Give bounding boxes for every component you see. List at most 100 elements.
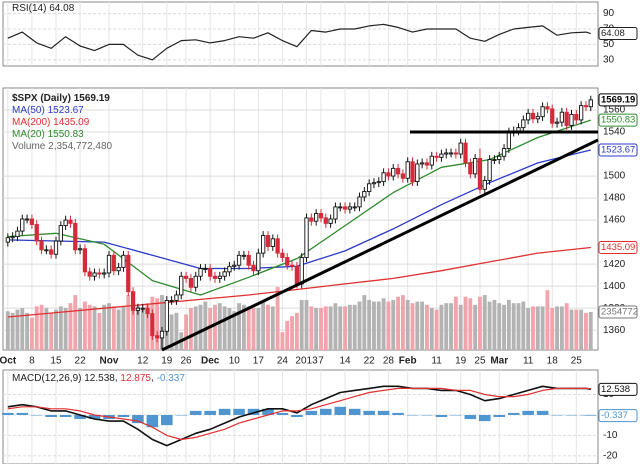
candle-body bbox=[309, 217, 314, 222]
candle-body bbox=[497, 155, 502, 161]
volume-bar bbox=[588, 311, 593, 350]
histogram-bar bbox=[262, 408, 274, 415]
candle-body bbox=[362, 191, 367, 198]
volume-bar bbox=[213, 304, 217, 350]
candle-body bbox=[583, 105, 589, 108]
volume-bar bbox=[574, 309, 579, 350]
volume-bar bbox=[531, 306, 535, 350]
legend-name: MA(20) bbox=[12, 129, 45, 140]
histogram-bar bbox=[189, 410, 202, 415]
candle-body bbox=[473, 158, 478, 175]
candle-body bbox=[135, 307, 141, 311]
volume-bar bbox=[343, 306, 347, 350]
volume-bar bbox=[217, 303, 222, 350]
histogram-bar bbox=[320, 408, 332, 415]
volume-bar bbox=[227, 308, 232, 350]
volume-bar bbox=[49, 312, 54, 350]
volume-bar bbox=[555, 306, 559, 350]
candle-body bbox=[318, 213, 324, 219]
volume-bar bbox=[458, 304, 463, 350]
histogram-bar bbox=[584, 414, 597, 416]
tags: 64.08 1523.67 1435.09 1550.83 2354772 1569.19… bbox=[598, 27, 638, 423]
histogram-bar bbox=[74, 414, 86, 420]
volume-bar bbox=[10, 312, 15, 350]
volume-bar bbox=[309, 306, 314, 350]
candle-body bbox=[516, 127, 521, 132]
volume-bar bbox=[319, 308, 323, 350]
volume-bar bbox=[506, 299, 511, 350]
volume-bar bbox=[29, 317, 34, 350]
candle-body bbox=[53, 240, 59, 255]
value-tag: -0.337 bbox=[601, 410, 628, 421]
volume-bar bbox=[73, 295, 78, 350]
candle-body bbox=[198, 268, 203, 277]
histogram-bar bbox=[363, 410, 375, 415]
volume-bar bbox=[429, 308, 434, 350]
candle-body bbox=[439, 153, 444, 158]
legend-value: 12.538 bbox=[84, 373, 115, 384]
candle-body bbox=[212, 275, 218, 279]
candle-body bbox=[63, 219, 68, 227]
legend-value: 12.875 bbox=[120, 373, 151, 384]
volume-bar bbox=[107, 303, 111, 350]
y-tick-label: 1460 bbox=[603, 215, 626, 226]
candle-body bbox=[386, 172, 391, 177]
candle-body bbox=[251, 264, 256, 272]
ma50-legend: MA(50) 1523.67 bbox=[12, 105, 84, 116]
chart-body: 9070503013601380140014201460148015001540… bbox=[0, 1, 626, 464]
candle-body bbox=[352, 206, 357, 209]
macd-line bbox=[7, 385, 591, 447]
ma20-legend: MA(20) 1550.83 bbox=[12, 129, 84, 140]
candle-body bbox=[174, 294, 179, 301]
volume-bar bbox=[420, 301, 425, 350]
candle-body bbox=[265, 235, 271, 247]
candle-body bbox=[179, 275, 184, 296]
candle-body bbox=[169, 300, 174, 302]
candle-body bbox=[323, 217, 328, 224]
histogram-bar bbox=[377, 410, 390, 415]
candle-body bbox=[203, 268, 208, 270]
candle-body bbox=[140, 307, 145, 310]
volume-bar bbox=[54, 309, 58, 350]
candle-body bbox=[106, 254, 112, 274]
volume-bar bbox=[444, 303, 449, 350]
candle-body bbox=[564, 111, 569, 126]
histogram-bar bbox=[2, 412, 14, 415]
volume-bar bbox=[579, 309, 584, 350]
volume-bar bbox=[82, 301, 87, 350]
value-tag: 1550.83 bbox=[601, 115, 635, 126]
histogram-bar bbox=[507, 412, 520, 415]
histogram-bar bbox=[551, 414, 563, 416]
volume-bar bbox=[372, 301, 376, 350]
candle-body bbox=[342, 206, 348, 210]
histogram-bar bbox=[493, 414, 506, 417]
x-tick-label: 26 bbox=[181, 356, 193, 367]
volume-bar bbox=[405, 299, 410, 350]
value-tag-box bbox=[598, 143, 638, 157]
x-tick-label: 14 bbox=[340, 356, 352, 367]
value-tag-box bbox=[598, 382, 638, 396]
candle-body bbox=[34, 224, 39, 242]
candle-body bbox=[444, 152, 449, 155]
volume-bar bbox=[463, 296, 468, 350]
volume-bar bbox=[482, 295, 487, 350]
histogram-bar bbox=[233, 408, 245, 415]
volume-bar bbox=[487, 301, 492, 350]
histogram-bar bbox=[175, 414, 188, 416]
x-tick-label: Nov bbox=[100, 356, 119, 367]
volume-bar bbox=[193, 306, 198, 350]
histogram-bar bbox=[30, 414, 43, 416]
histogram-bar bbox=[522, 410, 534, 415]
volume-bar bbox=[203, 301, 208, 350]
y-tick-label: 1560 bbox=[603, 105, 626, 116]
candle-body bbox=[159, 330, 165, 339]
candle-body bbox=[261, 235, 266, 254]
histogram-bar bbox=[204, 410, 216, 415]
candle-body bbox=[574, 113, 579, 121]
candle-body bbox=[39, 240, 44, 251]
volume-bar bbox=[285, 320, 290, 350]
volume-bar bbox=[540, 306, 545, 350]
histogram-bar bbox=[479, 414, 491, 422]
x-tick-label: 7 bbox=[318, 356, 324, 367]
